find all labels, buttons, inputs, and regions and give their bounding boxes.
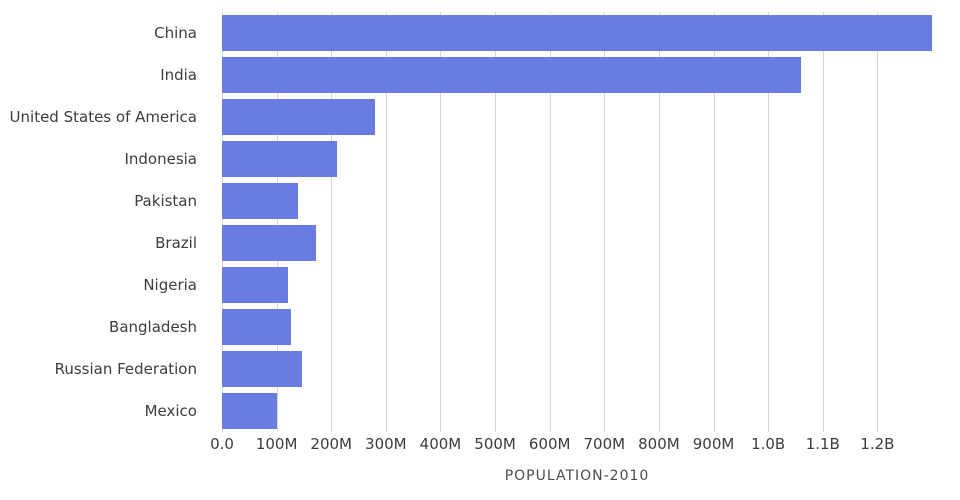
gridline: [713, 12, 715, 432]
tick-label: 600M: [528, 435, 571, 453]
gridline: [495, 12, 497, 432]
category-label: Bangladesh: [109, 318, 197, 336]
bar-russian-federation: [222, 351, 302, 387]
tick-label: 1.2B: [860, 435, 895, 453]
gridline: [440, 12, 442, 432]
category-label: China: [154, 24, 197, 42]
bar-row: [222, 180, 932, 222]
gridline: [768, 12, 770, 432]
bar-row: [222, 54, 932, 96]
category-label: India: [160, 66, 197, 84]
x-axis-title: POPULATION-2010: [504, 468, 650, 484]
tick-label: 800M: [638, 435, 680, 453]
gridline: [385, 12, 387, 432]
bar-brazil: [222, 225, 316, 261]
gridline: [276, 12, 278, 432]
bar-nigeria: [222, 267, 289, 303]
tick-label: 1.1B: [805, 435, 840, 453]
bar-row: [222, 222, 932, 264]
plot-area: [222, 12, 932, 432]
category-label: Nigeria: [143, 276, 197, 294]
bar-row: [222, 12, 932, 54]
tick-label: 300M: [365, 435, 407, 453]
tick-label: 1.0B: [751, 435, 786, 453]
gridline: [331, 12, 333, 432]
tick-label: 100M: [255, 435, 298, 453]
tick-label: 400M: [419, 435, 462, 453]
gridline: [222, 12, 223, 432]
category-label: United States of America: [9, 108, 197, 126]
bar-bangladesh: [222, 309, 292, 345]
bar-mexico: [222, 393, 277, 429]
bars: [222, 12, 932, 432]
bar-united-states-of-america: [222, 99, 376, 135]
y-axis-labels: China India United States of America Indone…: [0, 12, 210, 432]
bar-row: [222, 96, 932, 138]
category-label: Pakistan: [134, 192, 197, 210]
bar-pakistan: [222, 183, 298, 219]
bar-row: [222, 138, 932, 180]
bar-row: [222, 390, 932, 432]
bar-row: [222, 264, 932, 306]
tick-label: 900M: [692, 435, 735, 453]
tick-label: 0.0: [210, 435, 234, 453]
category-label: Mexico: [144, 402, 197, 420]
category-label: Brazil: [155, 234, 197, 252]
bar-row: [222, 348, 932, 390]
category-label: Indonesia: [124, 150, 197, 168]
category-label: Russian Federation: [54, 360, 197, 378]
tick-label: 200M: [310, 435, 353, 453]
gridline: [822, 12, 824, 432]
gridline: [549, 12, 551, 432]
bar-china: [222, 15, 932, 51]
gridlines: [222, 12, 932, 432]
tick-label: 500M: [474, 435, 516, 453]
bar-indonesia: [222, 141, 337, 177]
gridline: [604, 12, 606, 432]
gridline: [658, 12, 660, 432]
tick-label: 700M: [583, 435, 626, 453]
x-axis-tick-labels: 0.0 100M 200M 300M 400M 500M 600M 700M 800M 900M 1…: [210, 435, 932, 453]
bar-row: [222, 306, 932, 348]
bar-india: [222, 57, 801, 93]
gridline: [877, 12, 879, 432]
